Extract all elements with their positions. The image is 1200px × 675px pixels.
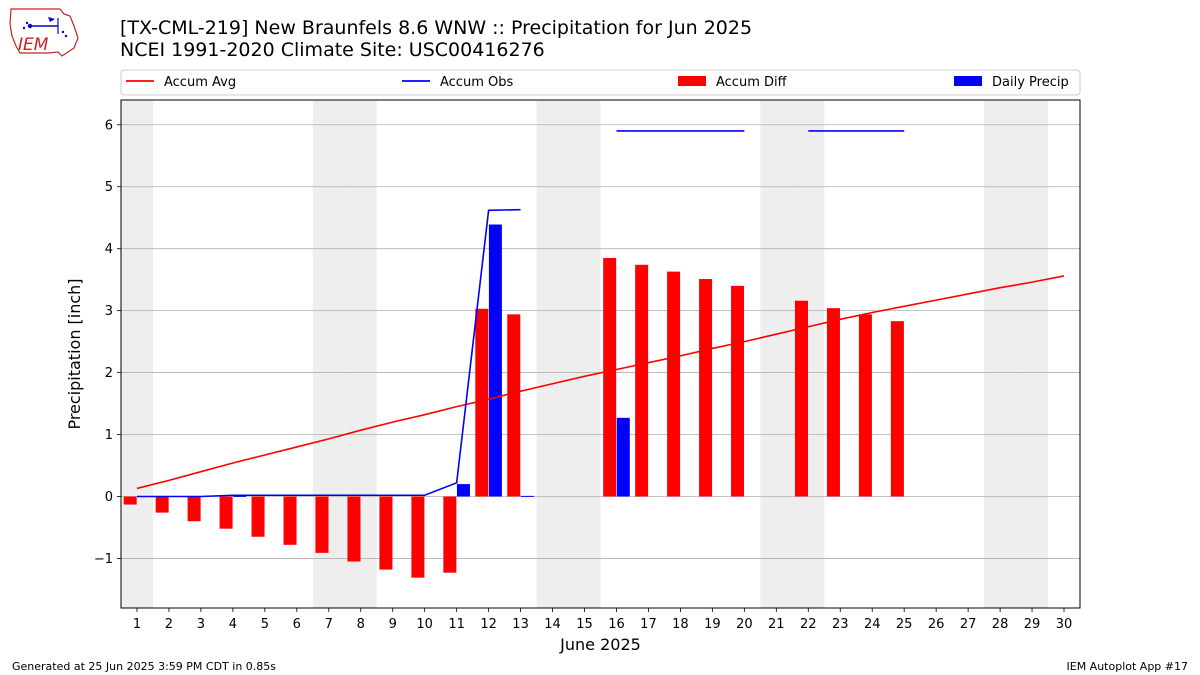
accum-diff-bar (347, 496, 361, 562)
accum-diff-bar (379, 496, 393, 570)
x-tick-label: 5 (261, 617, 269, 632)
weekend-band (760, 100, 793, 608)
weekend-band (568, 100, 601, 608)
y-tick-label: 4 (105, 242, 113, 257)
legend-box (120, 69, 1081, 96)
x-axis-label: June 2025 (559, 635, 641, 654)
y-axis-label: Precipitation [inch] (65, 278, 84, 429)
y-tick-label: 3 (105, 304, 113, 319)
accum-diff-bar (794, 300, 808, 497)
x-tick-label: 4 (229, 617, 237, 632)
accum-diff-bar (603, 257, 617, 497)
accum-diff-bar (123, 496, 137, 505)
x-tick-label: 18 (672, 617, 689, 632)
x-tick-label: 24 (864, 617, 881, 632)
x-tick-label: 10 (416, 617, 433, 632)
x-tick-label: 30 (1056, 617, 1073, 632)
x-tick-label: 27 (960, 617, 977, 632)
accum-diff-bar (699, 279, 713, 497)
accum-diff-bar (187, 496, 201, 522)
legend-accum-avg-label: Accum Avg (164, 75, 236, 90)
x-tick-label: 8 (357, 617, 365, 632)
legend-accum-obs-label: Accum Obs (440, 75, 513, 90)
accum-diff-bar (219, 496, 233, 529)
weekend-band (121, 100, 153, 608)
y-tick-label: 1 (105, 428, 113, 443)
accum-diff-bar (283, 496, 297, 545)
x-tick-label: 26 (928, 617, 945, 632)
accum-diff-bar (507, 314, 521, 497)
daily-precip-bar (520, 495, 534, 497)
weekend-band (1016, 100, 1049, 608)
x-tick-label: 25 (896, 617, 913, 632)
weekend-band (536, 100, 569, 608)
x-tick-label: 20 (736, 617, 753, 632)
y-tick-label: 0 (105, 490, 113, 505)
accum-diff-bar (731, 285, 745, 497)
weekend-band (984, 100, 1017, 608)
app-credit: IEM Autoplot App #17 (1066, 660, 1189, 673)
iem-logo: IEM (8, 6, 80, 58)
x-tick-label: 21 (768, 617, 785, 632)
x-tick-label: 28 (992, 617, 1009, 632)
x-tick-label: 19 (704, 617, 721, 632)
x-tick-label: 7 (325, 617, 333, 632)
accum-diff-bar (635, 264, 649, 497)
x-tick-label: 22 (800, 617, 817, 632)
accum-diff-bar (667, 271, 681, 497)
legend-daily-precip-swatch (954, 76, 982, 86)
accum-avg-line (136, 275, 1065, 490)
chart-title: [TX-CML-219] New Braunfels 8.6 WNW :: Pr… (120, 17, 753, 39)
accum-diff-bar (251, 496, 265, 537)
daily-precip-bar (616, 417, 630, 497)
x-tick-label: 14 (544, 617, 561, 632)
x-tick-label: 17 (640, 617, 657, 632)
x-tick-label: 15 (576, 617, 593, 632)
accum-diff-bar (155, 496, 169, 513)
accum-diff-bar (475, 308, 489, 497)
daily-precip-bar (456, 484, 470, 497)
plot-frame (120, 99, 1081, 609)
x-tick-label: 12 (480, 617, 497, 632)
accum-obs-line (136, 208, 521, 498)
daily-precip-bar (233, 495, 247, 497)
x-tick-label: 11 (448, 617, 465, 632)
legend-accum-diff-swatch (678, 76, 706, 86)
x-tick-label: 1 (133, 617, 141, 632)
legend-daily-precip-label: Daily Precip (992, 75, 1069, 90)
y-tick-label: 5 (105, 180, 113, 195)
accum-diff-bar (315, 496, 329, 553)
logo-text: IEM (18, 35, 49, 55)
accum-diff-bar (858, 314, 872, 497)
x-tick-label: 29 (1024, 617, 1041, 632)
x-tick-label: 3 (197, 617, 205, 632)
accum-diff-bar (826, 308, 840, 497)
y-tick-label: 2 (105, 366, 113, 381)
accum-diff-bar (443, 496, 457, 573)
legend-accum-diff-label: Accum Diff (716, 75, 788, 90)
daily-precip-bar (488, 224, 502, 497)
y-tick-label: 6 (105, 118, 113, 133)
x-tick-label: 16 (608, 617, 625, 632)
x-tick-label: 2 (165, 617, 173, 632)
y-tick-label: −1 (94, 552, 113, 567)
x-tick-label: 9 (389, 617, 397, 632)
chart-subtitle: NCEI 1991-2020 Climate Site: USC00416276 (120, 39, 545, 61)
generated-timestamp: Generated at 25 Jun 2025 3:59 PM CDT in … (12, 660, 277, 673)
x-tick-label: 23 (832, 617, 849, 632)
accum-diff-bar (411, 496, 425, 578)
x-tick-label: 6 (293, 617, 301, 632)
x-tick-label: 13 (512, 617, 529, 632)
accum-diff-bar (890, 321, 904, 497)
